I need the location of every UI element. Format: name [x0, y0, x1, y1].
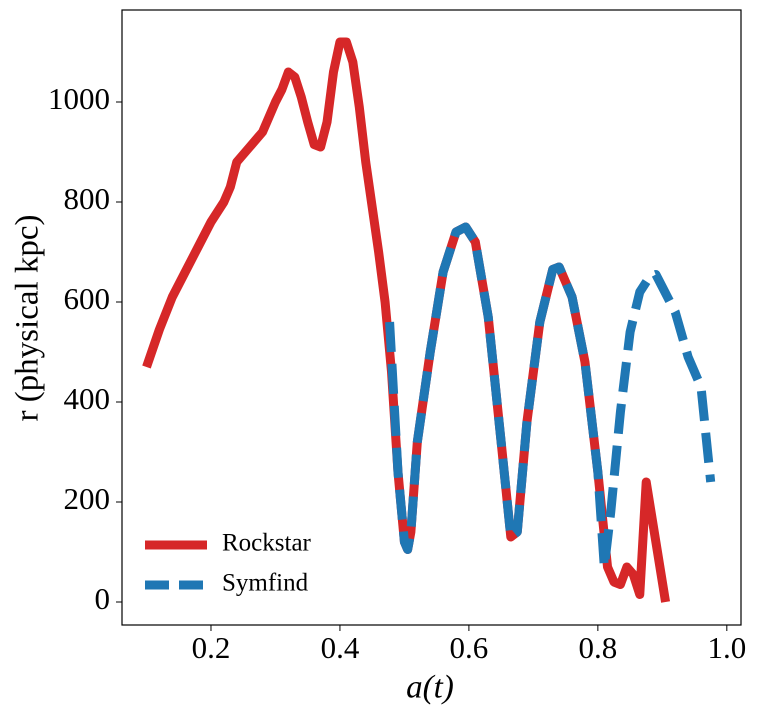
x-tick-label: 0.6: [450, 630, 489, 665]
x-tick-label: 0.2: [192, 630, 231, 665]
y-tick-label: 400: [64, 381, 111, 416]
y-tick-label: 800: [64, 181, 111, 216]
legend-label: Symfind: [222, 570, 309, 597]
y-tick-label: 1000: [48, 81, 110, 116]
x-tick-label: 0.8: [578, 630, 617, 665]
x-axis-label: a(t): [406, 670, 454, 706]
y-tick-label: 200: [64, 481, 111, 516]
legend-label: Rockstar: [222, 530, 312, 557]
x-tick-label: 1.0: [707, 630, 746, 665]
y-tick-label: 600: [64, 281, 111, 316]
x-tick-label: 0.4: [321, 630, 360, 665]
line-series: [385, 222, 716, 572]
y-axis-label: r (physical kpc): [10, 214, 46, 421]
plot-frame: [121, 9, 742, 626]
y-tick-label: 0: [95, 581, 111, 616]
